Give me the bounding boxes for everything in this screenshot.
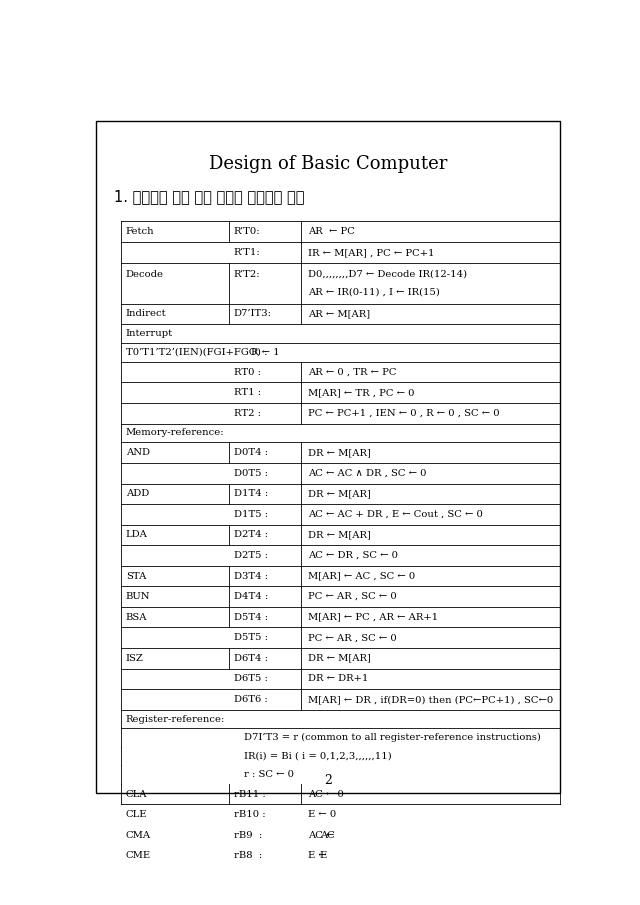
Text: rB9  :: rB9 : <box>234 831 262 840</box>
Text: CME: CME <box>125 852 151 861</box>
Text: AC ← AC ∧ DR , SC ← 0: AC ← AC ∧ DR , SC ← 0 <box>308 469 427 478</box>
Text: D6T6 :: D6T6 : <box>234 695 268 704</box>
Text: E: E <box>319 852 326 861</box>
Text: PC ← PC+1 , IEN ← 0 , R ← 0 , SC ← 0: PC ← PC+1 , IEN ← 0 , R ← 0 , SC ← 0 <box>308 409 500 418</box>
Text: AR ← IR(0-11) , I ← IR(15): AR ← IR(0-11) , I ← IR(15) <box>308 288 440 297</box>
Text: CLA: CLA <box>125 790 147 798</box>
Text: 2: 2 <box>324 774 332 786</box>
Text: DR ← M[AR]: DR ← M[AR] <box>308 448 371 457</box>
Text: Fetch: Fetch <box>125 227 154 236</box>
Text: Design of Basic Computer: Design of Basic Computer <box>209 156 447 174</box>
Text: D7’IT3:: D7’IT3: <box>234 310 272 319</box>
Text: AC ←: AC ← <box>308 831 338 840</box>
Bar <box>321 829 335 841</box>
Text: Memory-reference:: Memory-reference: <box>125 428 224 437</box>
Text: r : SC ← 0: r : SC ← 0 <box>244 770 294 779</box>
Text: T0’T1’T2’(IEN)(FGI+FGO) :: T0’T1’T2’(IEN)(FGI+FGO) : <box>125 348 267 357</box>
Text: M[AR] ← TR , PC ← 0: M[AR] ← TR , PC ← 0 <box>308 388 415 397</box>
Text: PC ← AR , SC ← 0: PC ← AR , SC ← 0 <box>308 634 397 643</box>
Text: E ←: E ← <box>308 852 330 861</box>
Text: D2T4 :: D2T4 : <box>234 530 268 539</box>
Text: STA: STA <box>125 572 146 580</box>
Text: D7I’T3 = r (common to all register-reference instructions): D7I’T3 = r (common to all register-refer… <box>244 733 541 742</box>
Text: RT2 :: RT2 : <box>234 409 260 418</box>
Text: D0,,,,,,,,D7 ← Decode IR(12-14): D0,,,,,,,,D7 ← Decode IR(12-14) <box>308 270 467 279</box>
Text: DR ← M[AR]: DR ← M[AR] <box>308 530 371 539</box>
Text: AC ← DR , SC ← 0: AC ← DR , SC ← 0 <box>308 551 398 560</box>
Text: 1. 컴퓨터에 대한 제어 함수와 마이크로 연산: 1. 컴퓨터에 대한 제어 함수와 마이크로 연산 <box>114 190 304 205</box>
Text: RT1 :: RT1 : <box>234 388 261 397</box>
Text: R’T2:: R’T2: <box>234 270 260 279</box>
Text: LDA: LDA <box>125 530 147 539</box>
Text: Decode: Decode <box>125 270 164 279</box>
Text: D5T5 :: D5T5 : <box>234 634 268 643</box>
Text: AC ← AC + DR , E ← Cout , SC ← 0: AC ← AC + DR , E ← Cout , SC ← 0 <box>308 510 483 519</box>
Text: ADD: ADD <box>125 490 149 499</box>
Text: DR ← DR+1: DR ← DR+1 <box>308 674 369 683</box>
Text: BSA: BSA <box>125 613 147 622</box>
Bar <box>319 850 327 862</box>
Text: ISZ: ISZ <box>125 653 143 662</box>
Text: D6T5 :: D6T5 : <box>234 674 268 683</box>
Text: R’T1:: R’T1: <box>234 248 260 257</box>
Text: E ← 0: E ← 0 <box>308 810 337 819</box>
Text: D2T5 :: D2T5 : <box>234 551 268 560</box>
Text: PC ← AR , SC ← 0: PC ← AR , SC ← 0 <box>308 592 397 601</box>
Text: CLE: CLE <box>125 810 147 819</box>
Text: AC: AC <box>321 831 335 840</box>
Text: R ← 1: R ← 1 <box>251 348 280 357</box>
Text: M[AR] ← AC , SC ← 0: M[AR] ← AC , SC ← 0 <box>308 572 415 580</box>
Text: D0T4 :: D0T4 : <box>234 448 268 457</box>
Text: rB10 :: rB10 : <box>234 810 266 819</box>
Text: D1T5 :: D1T5 : <box>234 510 268 519</box>
Text: D3T4 :: D3T4 : <box>234 572 268 580</box>
Text: AND: AND <box>125 448 150 457</box>
Text: DR ← M[AR]: DR ← M[AR] <box>308 653 371 662</box>
Text: AR ← 0 , TR ← PC: AR ← 0 , TR ← PC <box>308 367 397 376</box>
Text: IR ← M[AR] , PC ← PC+1: IR ← M[AR] , PC ← PC+1 <box>308 248 435 257</box>
Text: BUN: BUN <box>125 592 150 601</box>
Text: RT0 :: RT0 : <box>234 367 260 376</box>
Text: Register-reference:: Register-reference: <box>125 715 225 723</box>
Text: M[AR] ← PC , AR ← AR+1: M[AR] ← PC , AR ← AR+1 <box>308 613 438 622</box>
Text: AC ← 0: AC ← 0 <box>308 790 344 798</box>
Text: DR ← M[AR]: DR ← M[AR] <box>308 490 371 499</box>
Text: Interrupt: Interrupt <box>125 329 173 338</box>
Text: rB8  :: rB8 : <box>234 852 262 861</box>
Text: IR(i) = Bi ( i = 0,1,2,3,,,,,,11): IR(i) = Bi ( i = 0,1,2,3,,,,,,11) <box>244 752 392 760</box>
Text: R’T0:: R’T0: <box>234 227 260 236</box>
Text: CMA: CMA <box>125 831 151 840</box>
Text: AR ← M[AR]: AR ← M[AR] <box>308 310 371 319</box>
Text: D4T4 :: D4T4 : <box>234 592 268 601</box>
Text: AR  ← PC: AR ← PC <box>308 227 355 236</box>
Text: rB11 :: rB11 : <box>234 790 266 798</box>
Text: D0T5 :: D0T5 : <box>234 469 268 478</box>
Text: D1T4 :: D1T4 : <box>234 490 268 499</box>
Text: Indirect: Indirect <box>125 310 166 319</box>
Text: M[AR] ← DR , if(DR=0) then (PC←PC+1) , SC←0: M[AR] ← DR , if(DR=0) then (PC←PC+1) , S… <box>308 695 554 704</box>
Text: D5T4 :: D5T4 : <box>234 613 268 622</box>
Text: D6T4 :: D6T4 : <box>234 653 268 662</box>
